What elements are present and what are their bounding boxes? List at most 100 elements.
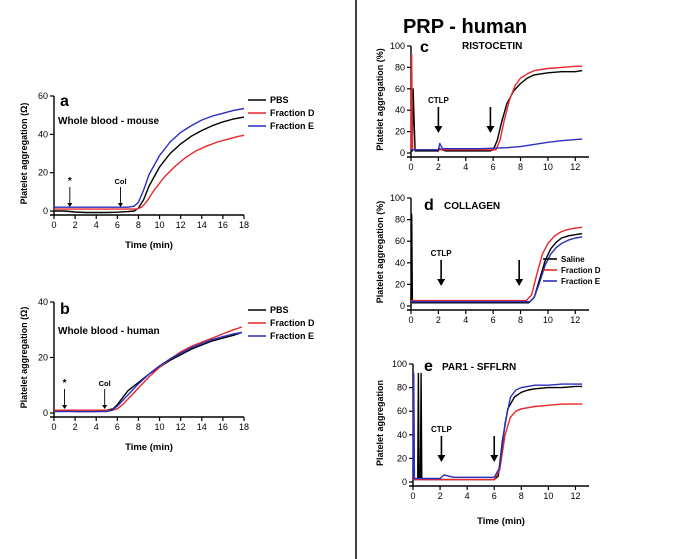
annotation-arrowhead [434,126,443,133]
x-axis-label: Time (min) [125,442,173,453]
x-tick-label: 4 [463,162,468,172]
x-tick-label: 14 [197,220,207,230]
annotation-label: CTLP [431,249,453,258]
y-tick-label: 80 [395,62,405,72]
panel-title: RISTOCETIN [462,41,522,52]
y-tick-label: 40 [38,297,48,307]
y-axis-label: Platelet aggregation (Ω) [19,307,29,409]
annotation-label: * [63,378,67,389]
x-tick-label: 0 [51,422,56,432]
x-tick-label: 14 [197,422,207,432]
series-line-d-2 [411,236,583,303]
panel-title: COLLAGEN [444,201,500,212]
y-tick-label: 60 [395,84,405,94]
x-tick-label: 0 [408,315,413,325]
panel-title: Whole blood - human [58,326,160,337]
annotation-label: CTLP [431,425,453,434]
x-tick-label: 6 [491,315,496,325]
y-axis-label: Platelet aggregation [375,380,385,466]
annotation-arrowhead [486,126,495,133]
y-tick-label: 80 [397,383,407,393]
x-tick-label: 8 [519,491,524,501]
x-tick-label: 6 [115,220,120,230]
legend-label: Fraction E [270,331,314,341]
x-axis-label: Time (min) [477,516,525,527]
x-tick-label: 12 [176,220,186,230]
x-tick-label: 0 [410,491,415,501]
x-tick-label: 2 [73,220,78,230]
x-tick-label: 2 [73,422,78,432]
panel-letter: b [60,301,70,318]
y-tick-label: 20 [395,279,405,289]
x-tick-label: 10 [155,422,165,432]
annotation-label: Col [114,177,126,186]
series-line-d-1 [411,226,583,302]
x-tick-label: 6 [492,491,497,501]
panel-title: Whole blood - mouse [58,116,160,127]
y-tick-label: 0 [402,477,407,487]
chart-e: 0 2 4 6 8 10 12 0 20 40 60 80 100 Platelet aggregatio… [375,358,589,527]
x-tick-label: 0 [408,162,413,172]
y-tick-label: 0 [43,206,48,216]
y-tick-label: 40 [397,430,407,440]
y-tick-label: 40 [395,105,405,115]
panel-title: PAR1 - SFFLRN [442,362,516,373]
x-tick-label: 10 [543,315,553,325]
x-tick-label: 4 [94,220,99,230]
series-line-a-2 [54,107,245,208]
series-line-c-0 [411,69,583,152]
y-axis-label: Platelet aggregation (%) [375,201,385,304]
x-tick-label: 4 [465,491,470,501]
chart-b: 0 2 4 6 8 10 12 14 16 18 0 20 40 Platelet aggregation… [19,297,315,453]
x-tick-label: 18 [239,422,249,432]
chart-c: 0 2 4 6 8 10 12 0 20 40 60 80 100 Platelet aggregatio… [375,39,589,172]
y-tick-label: 0 [400,301,405,311]
legend-label: PBS [270,305,289,315]
y-tick-label: 20 [38,353,48,363]
x-tick-label: 18 [239,220,249,230]
panel-letter: e [424,358,433,375]
y-axis-label: Platelet aggregation (%) [375,48,385,151]
y-tick-label: 20 [397,453,407,463]
legend-label: Fraction D [270,108,315,118]
annotation-label: Col [99,379,111,388]
x-tick-label: 16 [218,220,228,230]
x-tick-label: 8 [518,162,523,172]
series-line-e-1 [412,375,583,481]
legend-d: Saline Fraction D Fraction E [543,255,601,286]
y-tick-label: 80 [395,215,405,225]
y-tick-label: 0 [400,148,405,158]
series-line-a-0 [54,116,245,214]
x-tick-label: 4 [94,422,99,432]
y-tick-label: 0 [43,408,48,418]
x-tick-label: 0 [51,220,56,230]
x-axis-label: Time (min) [125,240,173,251]
chart-a: 0 2 4 6 8 10 12 14 16 18 0 20 40 60 Platelet aggregati… [19,91,315,251]
annotation-arrowhead [437,279,446,286]
x-tick-label: 8 [518,315,523,325]
legend-label: Fraction D [561,266,601,275]
legend-label: Fraction E [270,121,314,131]
legend-label: Fraction E [561,277,601,286]
x-tick-label: 16 [218,422,228,432]
x-tick-label: 10 [543,491,553,501]
y-tick-label: 20 [395,127,405,137]
annotation-arrowhead [490,455,499,462]
series-line-e-2 [412,372,583,480]
legend-label: Saline [561,255,585,264]
legend-label: PBS [270,95,289,105]
series-line-b-2 [54,331,243,413]
annotation-arrowhead [102,405,108,409]
annotation-arrowhead [62,405,68,409]
annotation-label: * [68,176,72,187]
series-line-b-0 [54,331,243,413]
panel-letter: a [60,93,69,110]
chart-d: 0 2 4 6 8 10 12 0 20 40 60 80 100 Platelet aggregatio… [375,193,601,325]
x-tick-label: 12 [176,422,186,432]
x-tick-label: 2 [438,491,443,501]
panel-letter: c [420,39,429,56]
x-tick-label: 6 [491,162,496,172]
x-tick-label: 6 [115,422,120,432]
series-line-c-2 [411,138,583,151]
y-tick-label: 40 [395,258,405,268]
